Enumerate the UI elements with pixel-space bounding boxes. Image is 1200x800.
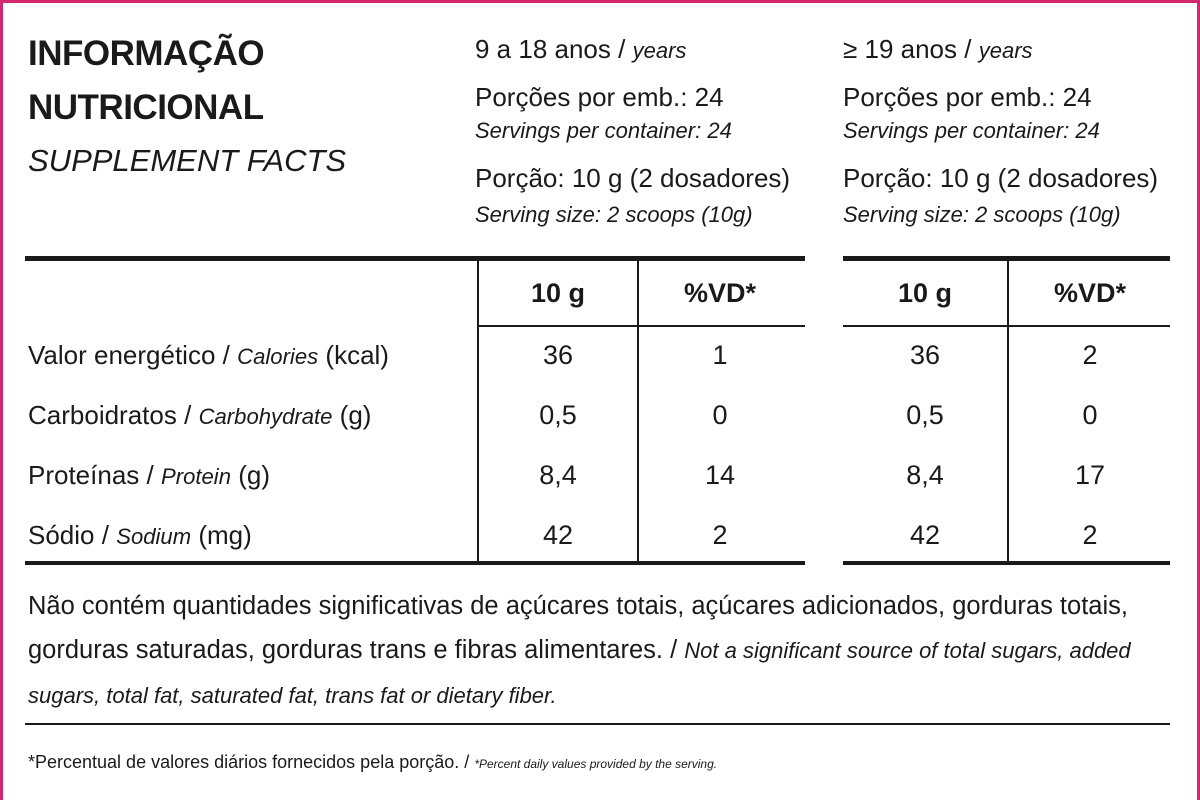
age-pt: ≥ 19 anos [843, 34, 958, 64]
cell: 14 [704, 460, 736, 490]
row-label: Valor energético / Calories (kcal) [28, 340, 389, 371]
portion-pt: Porção: 10 g (2 dosadores) [843, 163, 1159, 193]
cell: 0 [1082, 400, 1098, 430]
age-en: years [632, 38, 687, 63]
separator: / [184, 400, 192, 430]
note-en: Not a significant source of total sugars… [28, 638, 1131, 708]
rule [843, 325, 1170, 327]
separator: / [146, 460, 154, 490]
row-label-pt: Carboidratos [28, 400, 177, 430]
cell: 0,5 [539, 400, 577, 430]
row-label: Proteínas / Protein (g) [28, 460, 270, 491]
row-unit: (g) [339, 400, 372, 430]
row-label-en: Carbohydrate [198, 404, 333, 429]
portion-en: Serving size: 2 scoops (10g) [475, 202, 753, 227]
row-label-pt: Proteínas [28, 460, 140, 490]
rule [637, 261, 639, 561]
age-en: years [978, 38, 1033, 63]
separator: / [101, 520, 109, 550]
separator: / [618, 34, 626, 64]
cell: 2 [712, 520, 728, 550]
separator: / [964, 34, 972, 64]
separator: / [464, 752, 470, 772]
row-label-en: Sodium [116, 524, 192, 549]
row-unit: (kcal) [325, 340, 389, 370]
cell: 2 [1082, 340, 1098, 370]
rule [1007, 261, 1009, 561]
subtitle: SUPPLEMENT FACTS [28, 143, 347, 178]
servings-en: Servings per container: 24 [843, 118, 1100, 143]
cell: 8,4 [539, 460, 577, 490]
row-unit: (g) [238, 460, 271, 490]
cell: 36 [909, 340, 941, 370]
footnote: *Percentual de valores diários fornecido… [28, 752, 717, 773]
cell: 8,4 [906, 460, 944, 490]
column-header: %VD* [1053, 278, 1127, 308]
note: Não contém quantidades significativas de… [28, 584, 1178, 718]
rule [25, 723, 1170, 725]
footnote-pt: *Percentual de valores diários fornecido… [28, 752, 460, 772]
age: ≥ 19 anos / years [843, 34, 1033, 65]
separator: / [670, 636, 678, 664]
cell: 2 [1082, 520, 1098, 550]
cell: 42 [542, 520, 574, 550]
servings-pt: Porções por emb.: 24 [843, 82, 1092, 112]
row-label-en: Calories [237, 344, 319, 369]
rule [843, 561, 1170, 565]
cell: 0,5 [906, 400, 944, 430]
cell: 36 [542, 340, 574, 370]
title-line: INFORMAÇÃO [28, 34, 265, 73]
row-label: Sódio / Sodium (mg) [28, 520, 252, 551]
note-pt: Não contém quantidades significativas de… [28, 592, 1128, 664]
age: 9 a 18 anos / years [475, 34, 686, 65]
column-header: 10 g [897, 278, 953, 308]
servings-en: Servings per container: 24 [475, 118, 732, 143]
rule [477, 261, 479, 561]
row-label-pt: Sódio [28, 520, 95, 550]
age-pt: 9 a 18 anos [475, 34, 611, 64]
cell: 42 [909, 520, 941, 550]
footnote-en: *Percent daily values provided by the se… [474, 757, 718, 771]
separator: / [222, 340, 230, 370]
column-header: %VD* [683, 278, 757, 308]
row-label: Carboidratos / Carbohydrate (g) [28, 400, 371, 431]
portion-en: Serving size: 2 scoops (10g) [843, 202, 1121, 227]
cell: 1 [712, 340, 728, 370]
row-label-en: Protein [161, 464, 232, 489]
column-header: 10 g [530, 278, 586, 308]
cell: 0 [712, 400, 728, 430]
cell: 17 [1074, 460, 1106, 490]
servings-pt: Porções por emb.: 24 [475, 82, 724, 112]
row-unit: (mg) [198, 520, 252, 550]
rule [25, 256, 805, 261]
portion-pt: Porção: 10 g (2 dosadores) [475, 163, 791, 193]
rule [843, 256, 1170, 261]
row-label-pt: Valor energético [28, 340, 216, 370]
rule [25, 561, 805, 565]
title-line: NUTRICIONAL [28, 88, 264, 127]
rule [478, 325, 805, 327]
